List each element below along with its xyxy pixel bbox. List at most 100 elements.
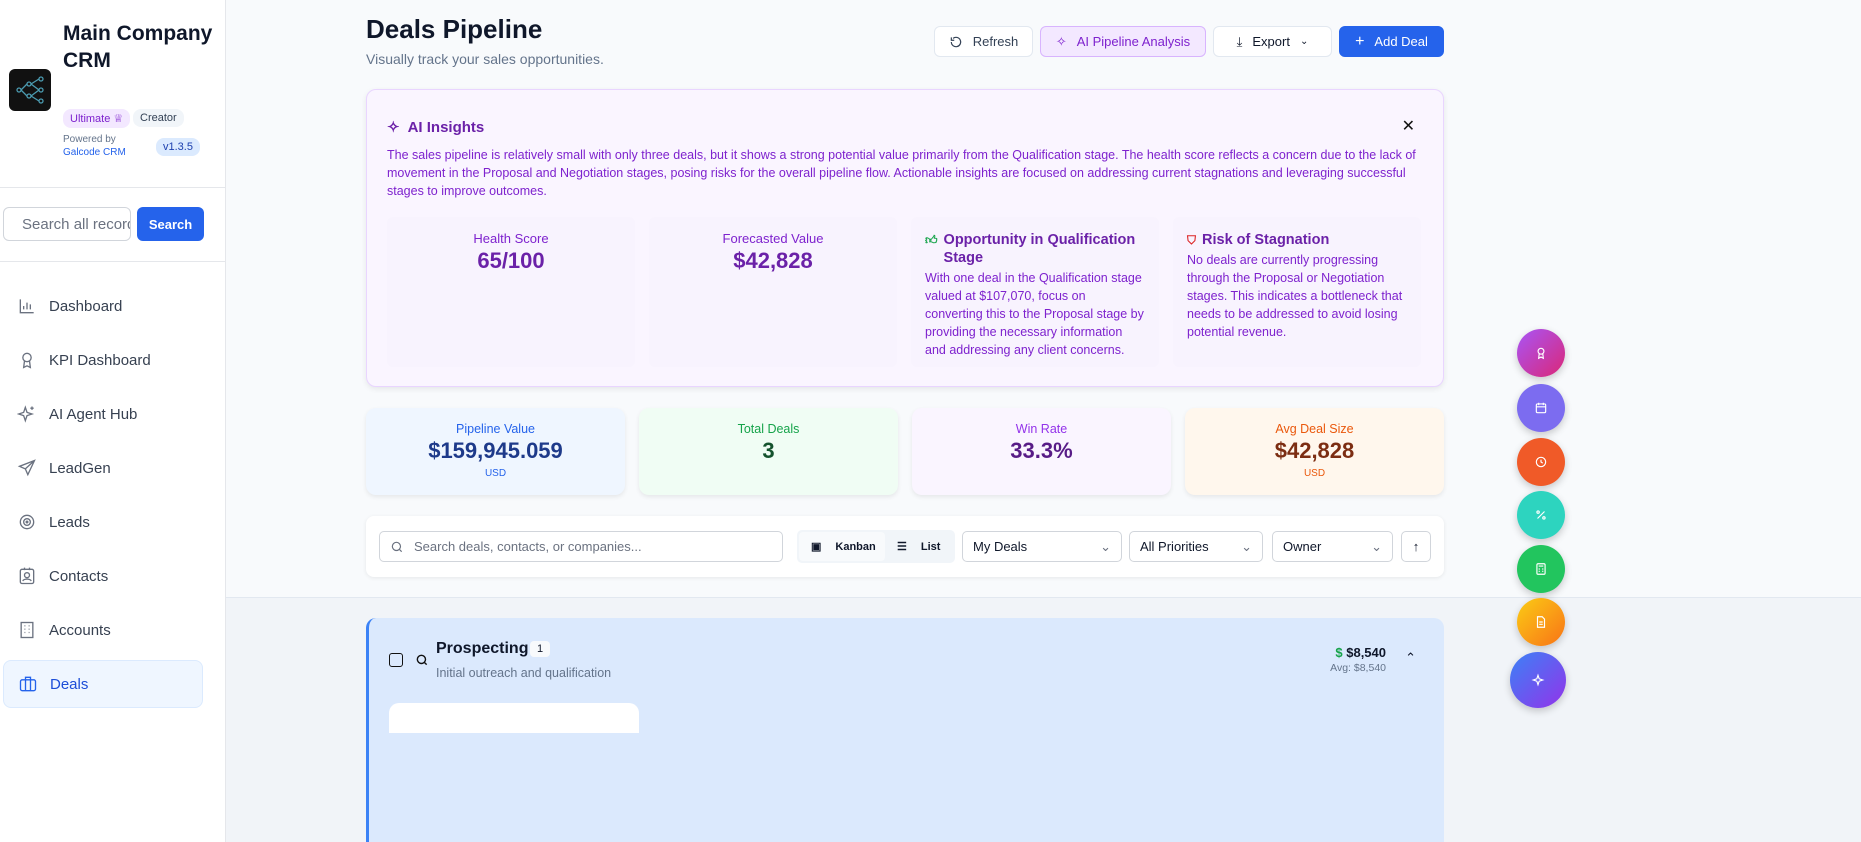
- sidebar-item-contacts[interactable]: Contacts: [3, 552, 203, 600]
- briefcase-icon: [19, 676, 37, 692]
- divider: [0, 187, 226, 188]
- stat-value: 33.3%: [1010, 438, 1073, 463]
- health-score-value: 65/100: [477, 248, 545, 273]
- fab-ai-assistant[interactable]: [1510, 652, 1566, 708]
- sidebar-item-label: LeadGen: [49, 459, 111, 477]
- powered-by: Powered by Galcode CRM: [63, 133, 126, 159]
- calendar-icon: [1535, 402, 1547, 414]
- sidebar-item-deals[interactable]: Deals: [3, 660, 203, 708]
- chevron-up-icon[interactable]: ⌃: [1405, 650, 1416, 665]
- sidebar-item-label: Accounts: [49, 621, 111, 639]
- percent-icon: [1536, 510, 1546, 520]
- stage-count-badge: 1: [530, 641, 551, 657]
- plus-icon: +: [1355, 32, 1365, 50]
- sidebar-item-accounts[interactable]: Accounts: [3, 606, 203, 654]
- sidebar-item-ai-agent-hub[interactable]: AI Agent Hub: [3, 390, 203, 438]
- stage-total-value: $8,540: [1346, 645, 1386, 660]
- fab-award[interactable]: [1517, 329, 1565, 377]
- search-icon: [391, 541, 403, 552]
- award-icon: [1537, 347, 1545, 360]
- sort-direction-button[interactable]: ↑: [1401, 531, 1431, 562]
- download-icon: ⤓: [1236, 33, 1243, 49]
- filter-bar: Search deals, contacts, or companies... …: [366, 516, 1444, 577]
- deals-filter-value: My Deals: [973, 539, 1028, 554]
- chevron-down-icon: ⌄: [1100, 538, 1111, 554]
- app-logo: [9, 69, 51, 111]
- forecast-value: $42,828: [733, 248, 813, 273]
- powered-by-link[interactable]: Galcode CRM: [63, 147, 126, 158]
- forecast-label: Forecasted Value: [722, 231, 824, 246]
- owner-filter-select[interactable]: Owner ⌄: [1272, 531, 1393, 562]
- stage-name: Prospecting: [436, 640, 529, 657]
- search-placeholder: Search all records: [22, 215, 131, 233]
- target-icon: [19, 514, 35, 530]
- stat-avg-deal-size: Avg Deal Size $42,828 USD: [1185, 408, 1444, 495]
- ai-summary: The sales pipeline is relatively small w…: [387, 148, 1416, 198]
- search-icon[interactable]: [415, 653, 429, 667]
- stat-value: $159,945.059: [428, 438, 563, 463]
- kanban-view-button[interactable]: ▣ Kanban: [799, 532, 885, 561]
- opportunity-text: With one deal in the Qualification stage…: [925, 271, 1144, 357]
- bar-chart-icon: [19, 299, 34, 314]
- refresh-button[interactable]: Refresh: [934, 26, 1033, 57]
- sidebar-item-label: Contacts: [49, 567, 109, 585]
- arrow-up-icon: ↑: [1412, 539, 1420, 554]
- stage-column-prospecting: Prospecting 1 Initial outreach and quali…: [366, 618, 1444, 842]
- sparkles-icon: [17, 405, 35, 423]
- calculator-icon: [1536, 563, 1546, 575]
- crown-icon: ♕: [113, 113, 124, 125]
- ai-insights-panel: ✧ AI Insights ✕ The sales pipeline is rel…: [366, 89, 1444, 387]
- global-search-input[interactable]: Search all records: [3, 207, 131, 241]
- stat-total-deals: Total Deals 3: [639, 408, 898, 495]
- list-view-button[interactable]: ☰ List: [897, 532, 940, 561]
- sparkles-icon: ✧: [387, 119, 400, 136]
- stage-description: Initial outreach and qualification: [436, 666, 612, 680]
- close-icon[interactable]: ✕: [1401, 118, 1415, 135]
- export-label: Export: [1252, 34, 1290, 49]
- stat-pipeline-value: Pipeline Value $159,945.059 USD: [366, 408, 625, 495]
- fab-percent[interactable]: [1517, 491, 1565, 539]
- fab-clock[interactable]: [1517, 438, 1565, 486]
- priority-filter-select[interactable]: All Priorities ⌄: [1129, 531, 1263, 562]
- ai-pipeline-analysis-button[interactable]: ✧ AI Pipeline Analysis: [1040, 26, 1206, 57]
- risk-card: ⛉ Risk of Stagnation No deals are current…: [1173, 217, 1421, 367]
- divider: [0, 261, 226, 262]
- sidebar-item-dashboard[interactable]: Dashboard: [3, 282, 203, 330]
- version-badge: v1.3.5: [156, 138, 200, 156]
- thumbs-up-icon: 👍︎: [925, 233, 938, 247]
- deal-search-input[interactable]: Search deals, contacts, or companies...: [379, 531, 783, 562]
- dollar-icon: $: [1335, 645, 1343, 660]
- fab-calendar[interactable]: [1517, 384, 1565, 432]
- risk-text: No deals are currently progressing throu…: [1187, 253, 1403, 339]
- sparkles-icon: [1531, 673, 1545, 687]
- plan-badge: Ultimate ♕: [63, 109, 131, 128]
- forecast-card: Forecasted Value $42,828: [649, 217, 897, 367]
- stat-unit: USD: [1303, 468, 1326, 479]
- clock-icon: [1535, 456, 1547, 468]
- sidebar: Main Company CRM Ultimate ♕ Creator Powe…: [0, 0, 226, 842]
- plan-label: Ultimate: [70, 113, 111, 125]
- sidebar-item-leads[interactable]: Leads: [3, 498, 203, 546]
- add-deal-button[interactable]: + Add Deal: [1339, 26, 1444, 57]
- sidebar-item-kpi-dashboard[interactable]: KPI Dashboard: [3, 336, 203, 384]
- list-label: List: [920, 540, 941, 553]
- health-score-label: Health Score: [473, 231, 549, 246]
- sidebar-item-leadgen[interactable]: LeadGen: [3, 444, 203, 492]
- export-button[interactable]: ⤓ Export ⌄: [1213, 26, 1332, 57]
- list-icon: ☰: [897, 541, 907, 553]
- refresh-icon: [950, 36, 961, 47]
- stage-checkbox[interactable]: [389, 653, 403, 667]
- fab-document[interactable]: [1517, 598, 1565, 646]
- owner-filter-value: Owner: [1283, 539, 1322, 554]
- search-button[interactable]: Search: [137, 207, 204, 241]
- fab-calculator[interactable]: [1517, 545, 1565, 593]
- deal-card[interactable]: [389, 703, 639, 733]
- deals-filter-select[interactable]: My Deals ⌄: [962, 531, 1122, 562]
- sparkles-icon: ✧: [1055, 33, 1067, 49]
- stage-total: $ $8,540: [1335, 645, 1386, 660]
- contact-icon: [19, 567, 35, 585]
- page-subtitle: Visually track your sales opportunities.: [366, 51, 604, 67]
- file-text-icon: [1536, 616, 1546, 628]
- powered-by-label: Powered by: [63, 134, 116, 145]
- building-icon: [20, 621, 34, 639]
